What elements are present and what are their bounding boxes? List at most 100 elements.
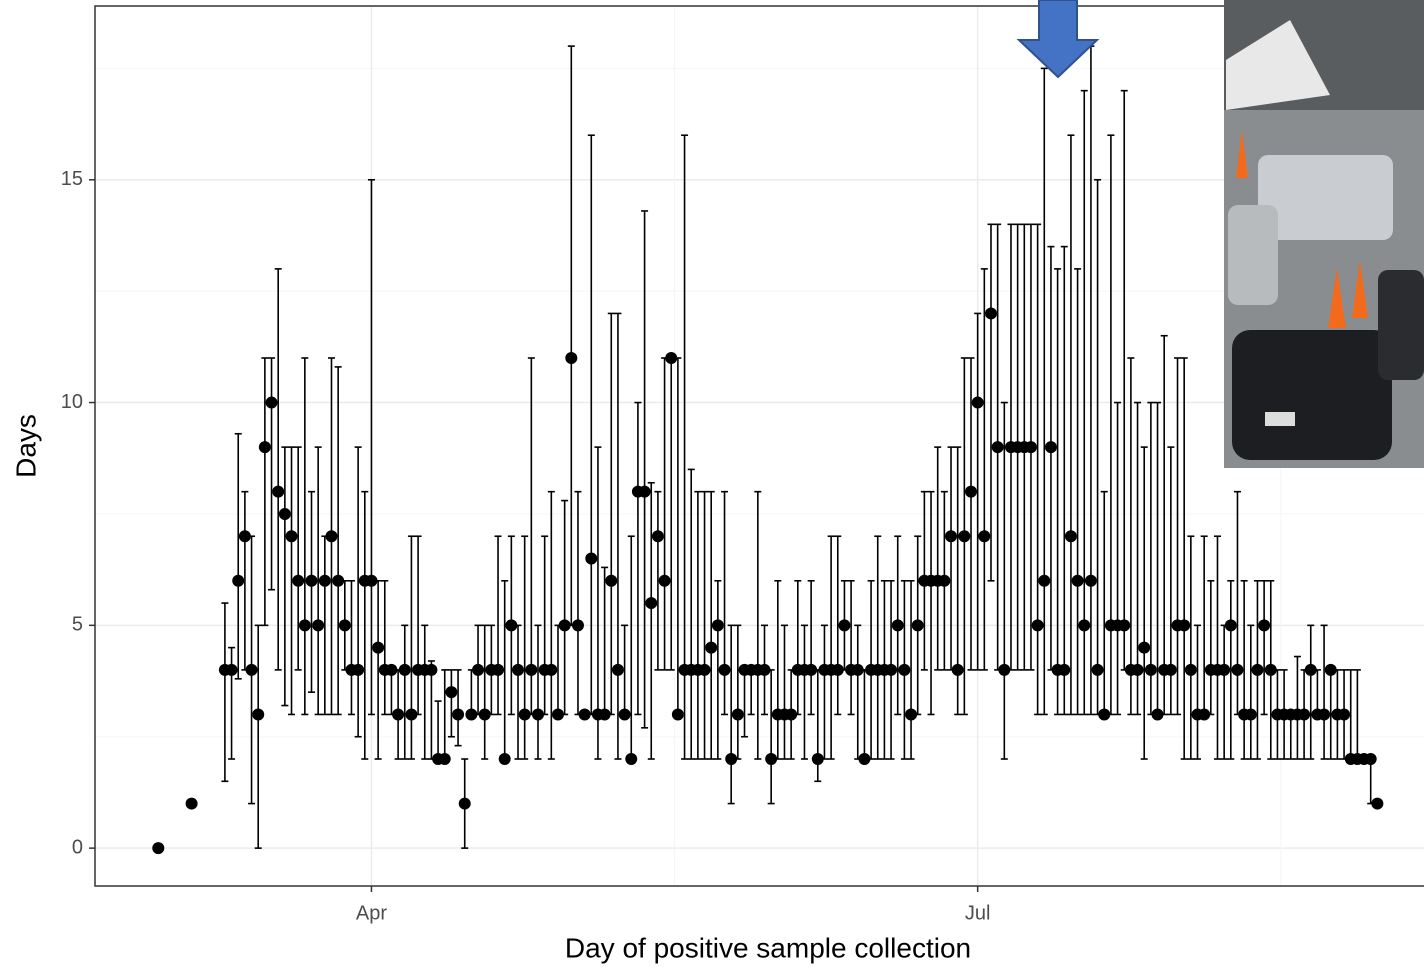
- point: [671, 708, 684, 721]
- point: [978, 530, 991, 543]
- point: [718, 663, 731, 676]
- point: [965, 485, 978, 498]
- error-bar: [820, 624, 828, 760]
- error-bar: [780, 624, 788, 760]
- y-tick-label: 0: [72, 836, 83, 858]
- error-bar: [807, 579, 815, 716]
- point: [225, 663, 238, 676]
- point: [1098, 708, 1111, 721]
- photo-truck: [1258, 155, 1393, 240]
- error-bar: [1127, 357, 1135, 716]
- point: [565, 352, 578, 364]
- error-bar: [1194, 624, 1202, 760]
- error-bar: [1207, 579, 1215, 716]
- point: [705, 641, 718, 654]
- point: [1084, 574, 1097, 587]
- point: [1091, 663, 1104, 676]
- point: [571, 619, 584, 632]
- point: [898, 663, 911, 676]
- point: [325, 530, 338, 543]
- error-bar: [541, 535, 549, 716]
- error-bar: [734, 624, 742, 760]
- point: [332, 574, 345, 587]
- error-bar: [1227, 579, 1235, 760]
- point: [385, 663, 398, 676]
- error-bar: [561, 499, 569, 716]
- error-bar: [1074, 268, 1082, 716]
- error-bar: [967, 357, 975, 671]
- point: [605, 574, 618, 587]
- point: [312, 619, 325, 632]
- point: [638, 485, 651, 498]
- point: [558, 619, 571, 632]
- point: [1304, 663, 1317, 676]
- point: [398, 663, 411, 676]
- error-bar: [614, 312, 622, 760]
- error-bar: [481, 624, 489, 760]
- point: [1244, 708, 1257, 721]
- error-bar: [654, 490, 662, 671]
- error-bar: [547, 490, 555, 760]
- error-bar: [1174, 357, 1182, 716]
- point: [372, 641, 385, 654]
- point: [1078, 619, 1091, 632]
- point: [532, 708, 544, 721]
- point: [951, 663, 964, 676]
- arrow: [1016, 0, 1100, 79]
- point: [245, 663, 258, 676]
- error-bar: [288, 446, 296, 716]
- error-bar: [687, 468, 695, 760]
- point: [1318, 708, 1331, 721]
- point: [711, 619, 724, 632]
- point: [998, 663, 1011, 676]
- point: [991, 441, 1004, 454]
- y-tick-label: 5: [72, 614, 83, 636]
- point: [1184, 663, 1197, 676]
- error-bar: [421, 624, 429, 760]
- point: [1251, 663, 1264, 676]
- point: [645, 597, 658, 610]
- error-bar: [594, 446, 602, 760]
- point: [285, 530, 298, 543]
- error-bar: [1140, 446, 1148, 760]
- error-bar: [281, 446, 289, 707]
- error-bar: [1080, 89, 1088, 716]
- error-bar: [681, 134, 689, 760]
- error-bar: [354, 446, 362, 738]
- photo-suv: [1232, 330, 1392, 460]
- photo-canopy: [1226, 20, 1330, 110]
- point: [458, 797, 471, 810]
- point: [905, 708, 918, 721]
- error-bar: [1060, 245, 1068, 716]
- error-bar: [1040, 67, 1048, 716]
- point: [265, 396, 278, 409]
- point: [1178, 619, 1191, 632]
- point: [1164, 663, 1177, 676]
- error-bar: [874, 535, 882, 760]
- point: [698, 663, 711, 676]
- point: [611, 663, 624, 676]
- error-bar: [414, 535, 422, 716]
- x-tick-label: Jul: [965, 902, 991, 924]
- error-bar: [1247, 624, 1255, 760]
- error-bar: [1307, 624, 1315, 760]
- error-bar: [767, 669, 775, 805]
- point: [731, 708, 744, 721]
- error-bar: [934, 446, 942, 671]
- point: [1058, 663, 1071, 676]
- point: [352, 663, 365, 676]
- point: [152, 842, 165, 855]
- point: [292, 574, 305, 587]
- point: [851, 663, 864, 676]
- error-bar: [347, 579, 355, 716]
- point: [958, 530, 971, 543]
- point: [1024, 441, 1037, 454]
- point: [651, 530, 664, 543]
- error-bar: [721, 490, 729, 716]
- error-bar: [974, 312, 982, 671]
- error-bar: [907, 579, 915, 760]
- error-bar: [1067, 134, 1075, 716]
- point: [425, 663, 438, 676]
- point: [578, 708, 591, 721]
- error-bar: [521, 535, 529, 760]
